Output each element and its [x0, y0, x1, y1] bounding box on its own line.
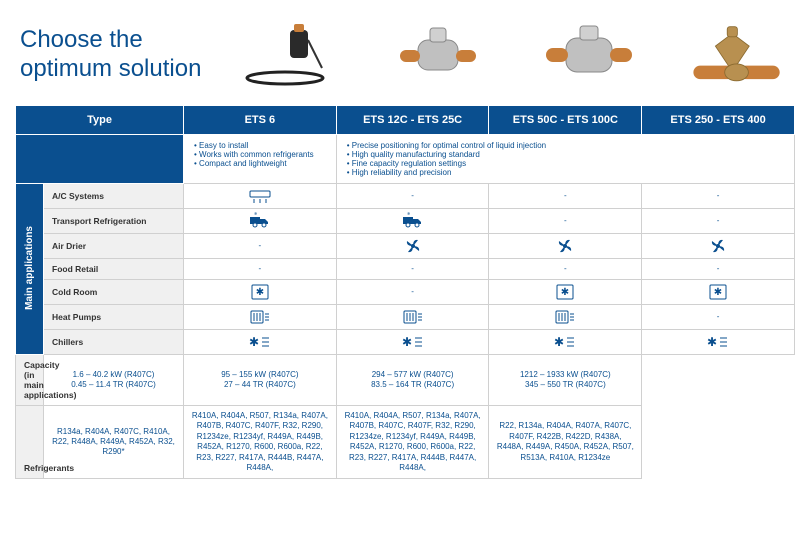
data-cell: -: [489, 259, 642, 280]
data-cell: -: [642, 209, 795, 234]
table-row: Transport Refrigeration --: [16, 209, 795, 234]
fan-icon: [401, 237, 425, 255]
truck-icon: [248, 212, 272, 230]
header-col-1: ETS 12C - ETS 25C: [336, 106, 489, 135]
header-col-3: ETS 250 - ETS 400: [642, 106, 795, 135]
data-cell: [642, 280, 795, 305]
data-cell: [642, 234, 795, 259]
capacity-row: Capacity(in main applications) 1.6 – 40.…: [16, 355, 795, 406]
page-header: Choose the optimum solution: [0, 0, 810, 105]
capacity-cell: 294 – 577 kW (R407C)83.5 – 164 TR (R407C…: [336, 355, 489, 406]
header-col-0: ETS 6: [184, 106, 337, 135]
data-cell: [642, 330, 795, 355]
data-cell: -: [336, 259, 489, 280]
data-cell: [489, 305, 642, 330]
table-header-row: Type ETS 6 ETS 12C - ETS 25C ETS 50C - E…: [16, 106, 795, 135]
data-cell: [184, 305, 337, 330]
data-cell: [489, 280, 642, 305]
features-spacer: [16, 135, 184, 184]
refrigerants-cell: R22, R134a, R404A, R407A, R407C, R407F, …: [489, 406, 642, 479]
features-col234: Precise positioning for optimal control …: [336, 135, 794, 184]
data-cell: [184, 280, 337, 305]
snow-icon: [553, 283, 577, 301]
data-cell: -: [336, 280, 489, 305]
row-label: Cold Room: [44, 280, 184, 305]
data-cell: [336, 209, 489, 234]
chill-icon: [401, 333, 425, 351]
title-line2: optimum solution: [20, 55, 201, 82]
table-row: Heat Pumps -: [16, 305, 795, 330]
data-cell: -: [184, 234, 337, 259]
refrigerants-cell: R410A, R404A, R507, R134a, R407A, R407B,…: [336, 406, 489, 479]
feature-item: Fine capacity regulation settings: [347, 159, 784, 168]
data-cell: [184, 209, 337, 234]
feature-item: High reliability and precision: [347, 168, 784, 177]
table-row: Air Drier-: [16, 234, 795, 259]
heat-icon: [248, 308, 272, 326]
chill-icon: [706, 333, 730, 351]
chill-icon: [553, 333, 577, 351]
capacity-cell: 95 – 155 kW (R407C)27 – 44 TR (R407C): [184, 355, 337, 406]
feature-item: Precise positioning for optimal control …: [347, 141, 784, 150]
capacity-cell: 1212 – 1933 kW (R407C)345 – 550 TR (R407…: [489, 355, 642, 406]
fan-icon: [706, 237, 730, 255]
table-row: Cold Room -: [16, 280, 795, 305]
data-cell: -: [489, 184, 642, 209]
row-label: Chillers: [44, 330, 184, 355]
table-row: Main applicationsA/C Systems---: [16, 184, 795, 209]
data-cell: -: [642, 259, 795, 280]
title-line1: Choose the: [20, 26, 143, 53]
refrigerants-cell: R410A, R404A, R507, R134a, R407A, R407B,…: [184, 406, 337, 479]
row-label: Air Drier: [44, 234, 184, 259]
table-row: Food Retail----: [16, 259, 795, 280]
row-label: Heat Pumps: [44, 305, 184, 330]
product-image-ets250: [690, 20, 800, 90]
row-label: A/C Systems: [44, 184, 184, 209]
data-cell: -: [184, 259, 337, 280]
data-cell: -: [642, 184, 795, 209]
data-cell: [184, 184, 337, 209]
data-cell: [336, 234, 489, 259]
truck-icon: [401, 212, 425, 230]
feature-item: High quality manufacturing standard: [347, 150, 784, 159]
data-cell: [489, 330, 642, 355]
data-cell: [336, 305, 489, 330]
data-cell: [336, 330, 489, 355]
features-col1: Easy to install Works with common refrig…: [184, 135, 337, 184]
row-label: Food Retail: [44, 259, 184, 280]
feature-item: Compact and lightweight: [194, 159, 326, 168]
chill-icon: [248, 333, 272, 351]
snow-icon: [706, 283, 730, 301]
product-image-row: [240, 20, 800, 90]
row-label-refrigerants: Refrigerants: [16, 406, 44, 479]
product-image-ets6: [240, 20, 350, 90]
refrigerants-row: Refrigerants R134a, R404A, R407C, R410A,…: [16, 406, 795, 479]
data-cell: -: [336, 184, 489, 209]
header-col-2: ETS 50C - ETS 100C: [489, 106, 642, 135]
feature-item: Easy to install: [194, 141, 326, 150]
table-row: Chillers: [16, 330, 795, 355]
heat-icon: [401, 308, 425, 326]
data-cell: [184, 330, 337, 355]
page-title: Choose the optimum solution: [20, 26, 210, 84]
data-cell: -: [489, 209, 642, 234]
ac-icon: [248, 187, 272, 205]
comparison-table-wrap: Type ETS 6 ETS 12C - ETS 25C ETS 50C - E…: [0, 105, 810, 479]
fan-icon: [553, 237, 577, 255]
heat-icon: [553, 308, 577, 326]
features-row: Easy to install Works with common refrig…: [16, 135, 795, 184]
vertical-label-main-applications: Main applications: [16, 184, 44, 355]
row-label: Transport Refrigeration: [44, 209, 184, 234]
snow-icon: [248, 283, 272, 301]
product-image-ets12c: [390, 20, 500, 90]
feature-item: Works with common refrigerants: [194, 150, 326, 159]
product-image-ets50c: [540, 20, 650, 90]
row-label-capacity: Capacity(in main applications): [16, 355, 44, 406]
data-cell: [489, 234, 642, 259]
header-type: Type: [16, 106, 184, 135]
data-cell: -: [642, 305, 795, 330]
comparison-table: Type ETS 6 ETS 12C - ETS 25C ETS 50C - E…: [15, 105, 795, 479]
